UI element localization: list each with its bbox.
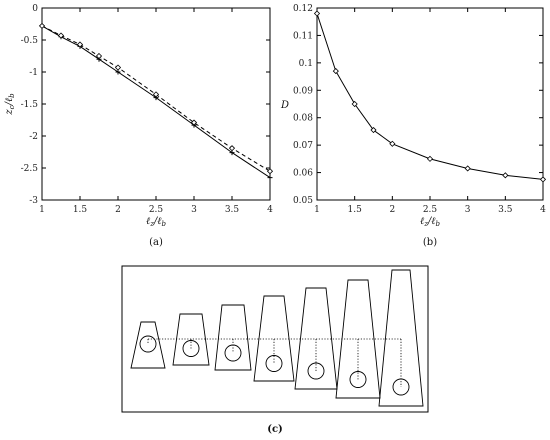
- chart-b: 1 1.5 2 2.5 3 3.5 4 0.12 0.11 0.1 0.09 0.08 0.07 0.06…: [280, 4, 546, 248]
- y-tick-label-b: 0.11: [293, 31, 313, 41]
- x-tick-label-b: 4: [540, 205, 546, 215]
- trapezoid-shape: [130, 321, 166, 369]
- data-point-a-1: [76, 41, 84, 48]
- data-point-b-0: [426, 155, 434, 162]
- x-tick-label-b: 1: [314, 205, 320, 215]
- y-tick-label-b: 0.08: [293, 114, 313, 124]
- x-tick-label-b: 3.5: [498, 205, 513, 215]
- circle-shape: [265, 355, 283, 372]
- data-point-b-0: [464, 165, 471, 172]
- data-point-b-0: [370, 126, 377, 134]
- data-point-b-0: [502, 172, 509, 179]
- x-tick-label-a: 3: [191, 205, 197, 215]
- y-tick-label-b: 0.05: [293, 196, 313, 206]
- data-point-a-0: [267, 175, 273, 181]
- panel-label-c: (c): [267, 424, 283, 435]
- data-point-a-1: [152, 91, 160, 98]
- x-tick-label-a: 3.5: [225, 205, 240, 215]
- diagram-frame: [121, 265, 429, 413]
- data-point-a-1: [38, 22, 46, 29]
- x-tick-label-a: 4: [267, 205, 273, 215]
- x-tick-label-b: 1.5: [348, 205, 363, 215]
- data-point-a-1: [190, 119, 198, 126]
- x-tick-label-a: 1.5: [73, 205, 88, 215]
- chart-a: 1 1.5 2 2.5 3 3.5 4 0 -0.5 -1 -1.5 -2 -2.5 -3 ℓz/ℓb z…: [4, 4, 273, 248]
- x-axis-label-b: ℓz/ℓb: [420, 216, 440, 228]
- circle-shape: [349, 371, 367, 388]
- x-tick-label-a: 1: [39, 205, 45, 215]
- data-point-b-0: [332, 68, 339, 75]
- data-point-a-1: [95, 52, 103, 60]
- y-tick-label-b: 0.06: [293, 169, 313, 179]
- x-tick-label-b: 2: [389, 205, 395, 215]
- y-tick-label-a: -1: [29, 68, 38, 78]
- trapezoid-shape: [214, 304, 252, 371]
- panel-label-a: (a): [149, 237, 163, 248]
- series-line-a-0: [41, 25, 271, 179]
- circle-shape: [182, 340, 200, 357]
- data-point-a-1: [228, 145, 236, 152]
- data-point-b-0: [313, 10, 321, 17]
- y-tick-label-b: 0.1: [299, 59, 313, 69]
- y-tick-label-b: 0.12: [293, 4, 313, 14]
- x-tick-label-a: 2.5: [149, 205, 164, 215]
- circle-shape: [139, 335, 157, 353]
- y-tick-label-a: 0: [32, 4, 38, 14]
- y-tick-label-b: 0.07: [293, 141, 313, 151]
- panel-label-b: (b): [423, 237, 437, 248]
- y-axis-label-a: zc/ℓb: [4, 93, 16, 116]
- y-tick-label-b: 0.09: [293, 86, 313, 96]
- y-axis-label-b: D: [280, 100, 289, 111]
- x-tick-label-a: 2: [115, 205, 121, 215]
- y-tick-label-a: -1.5: [21, 100, 39, 110]
- data-point-b-0: [389, 140, 396, 147]
- x-tick-label-b: 2.5: [423, 205, 438, 215]
- y-tick-label-a: -0.5: [21, 36, 39, 46]
- y-tick-label-a: -2.5: [21, 164, 39, 174]
- plot-frame-b: [316, 7, 544, 201]
- trapezoid-shape: [378, 269, 424, 407]
- circle-shape: [307, 362, 325, 380]
- trapezoid-shape: [294, 287, 338, 390]
- data-point-a-1: [114, 64, 122, 71]
- trapezoid-shape: [172, 313, 210, 366]
- trapezoid-shape: [253, 295, 295, 382]
- series-line-b-0: [316, 13, 544, 180]
- y-tick-label-a: -2: [29, 132, 38, 142]
- x-tick-label-b: 3: [465, 205, 471, 215]
- diagram-c: (c): [121, 265, 429, 435]
- y-tick-label-a: -3: [29, 196, 38, 206]
- plot-frame-a: [41, 7, 271, 201]
- data-point-a-1: [57, 32, 65, 39]
- data-point-a-1: [266, 168, 274, 175]
- data-point-b-0: [539, 176, 547, 183]
- x-axis-label-a: ℓz/ℓb: [146, 216, 166, 228]
- data-point-b-0: [351, 100, 358, 108]
